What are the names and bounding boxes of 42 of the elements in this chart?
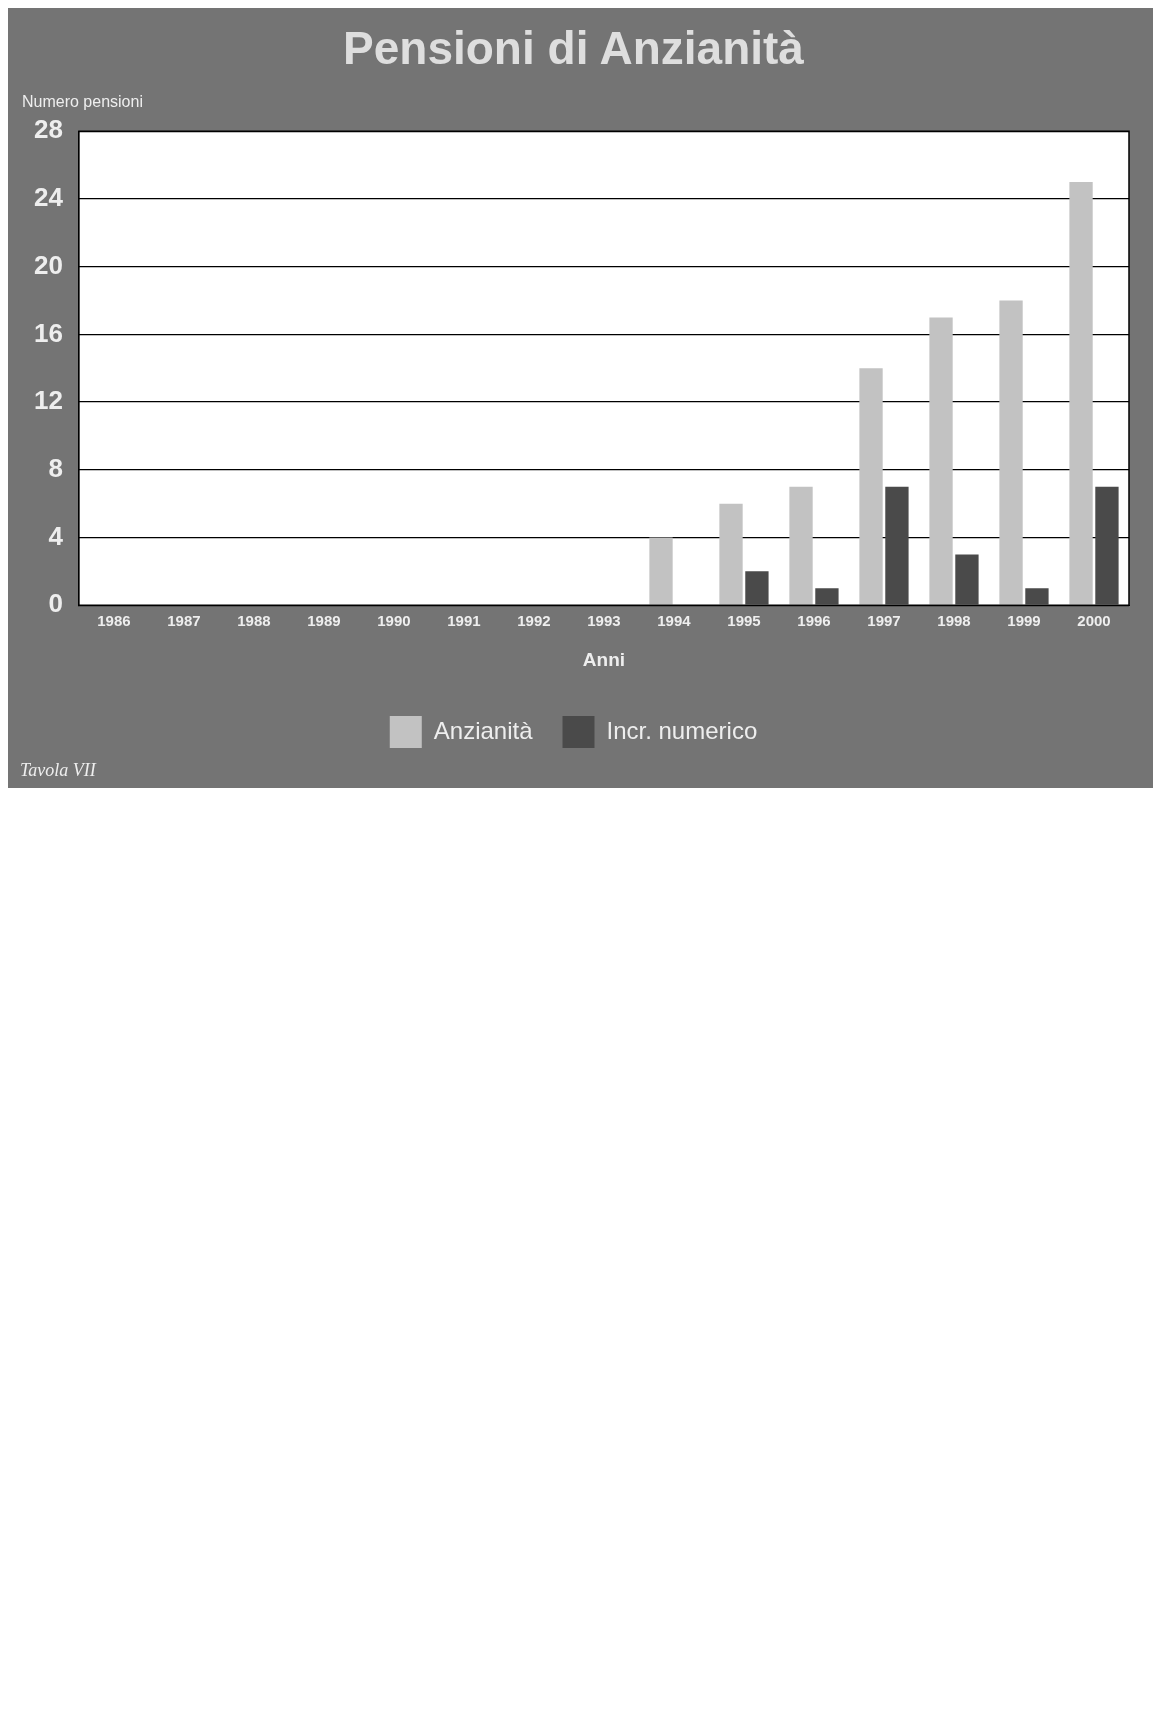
bar [1095,486,1119,605]
x-tick-label: 1993 [587,612,621,630]
bar [885,486,909,605]
y-tick-label: 28 [34,114,63,145]
x-tick-label: 1994 [657,612,692,630]
chart-title: Pensioni di Anzianità [343,22,805,75]
bar [929,317,953,605]
x-tick-label: 2000 [1077,612,1111,630]
x-tick-label: 1986 [97,612,131,630]
legend-label: Anzianità [433,716,534,744]
x-tick-label: 1991 [447,612,481,630]
x-tick-label: 1990 [377,612,411,630]
legend-label: Incr. numerico [606,716,758,744]
bar [1069,181,1093,605]
x-tick-label: 1999 [1007,612,1041,630]
y-tick-label: 4 [48,520,64,551]
y-tick-label: 24 [34,182,64,213]
x-tick-label: 1992 [517,612,551,630]
y-tick-label: 8 [48,452,63,483]
y-tick-label: 20 [34,249,63,280]
bar [859,368,883,605]
bar [999,300,1023,605]
y-axis-title: Numero pensioni [22,93,143,111]
y-tick-label: 16 [34,317,63,348]
y-tick-label: 12 [34,385,63,416]
bar [649,537,673,605]
bar [815,588,839,605]
x-tick-label: 1989 [307,612,341,630]
x-tick-label: 1988 [237,612,271,630]
bar [745,571,769,605]
x-tick-label: 1987 [167,612,201,630]
bar [719,503,743,605]
y-tick-label: 0 [48,588,63,619]
x-tick-label: 1998 [937,612,971,630]
bar [1025,588,1049,605]
bar [955,554,979,605]
bar [789,486,813,605]
x-tick-label: 1995 [727,612,761,630]
text: Tavola VII [20,760,97,780]
x-axis-title: Anni [582,648,626,670]
x-tick-label: 1997 [867,612,901,630]
x-tick-label: 1996 [797,612,831,630]
